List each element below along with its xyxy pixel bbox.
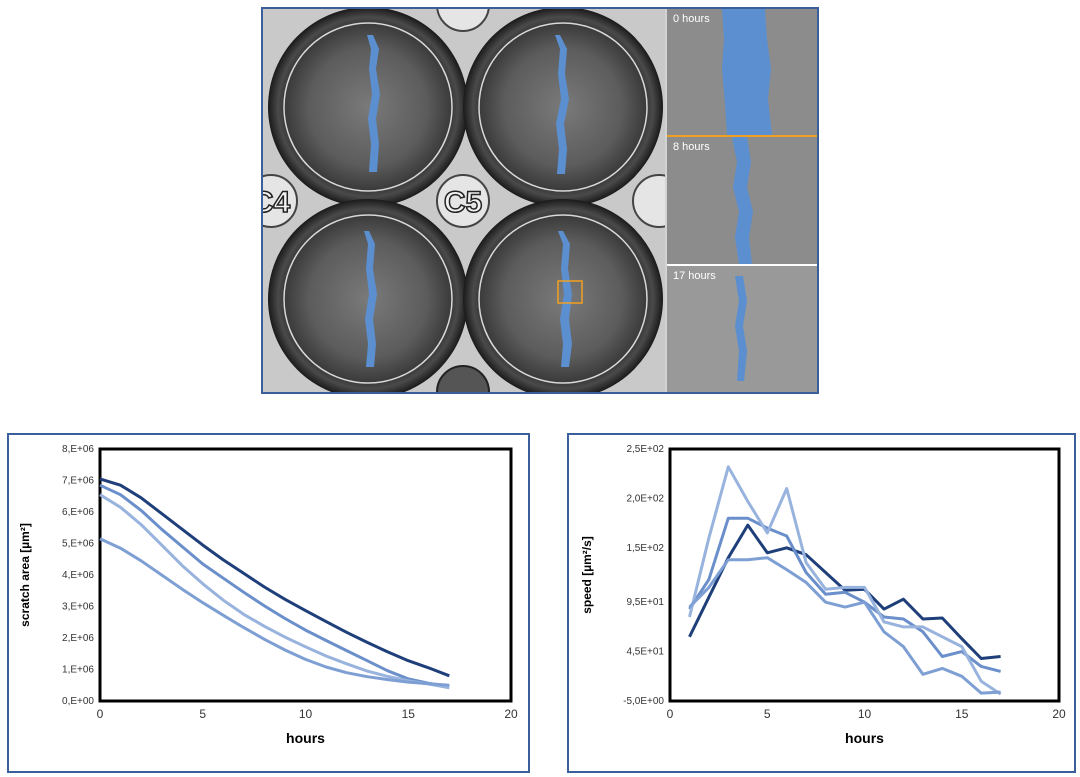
y-tick-label: 2,E+06 [62, 633, 94, 644]
panel-label: 8 hours [673, 141, 710, 153]
x-tick-label: 20 [1052, 707, 1066, 721]
panel-image [667, 137, 817, 264]
y-tick-label: 5,E+06 [62, 539, 94, 550]
well-label-bubble [436, 9, 490, 32]
panel-label: 0 hours [673, 13, 710, 25]
panel-8-hours: 8 hours [667, 137, 817, 266]
y-tick-label: 4,E+06 [62, 570, 94, 581]
scratch-region [558, 231, 572, 367]
x-tick-label: 0 [97, 707, 104, 721]
y-tick-label: 0,E+00 [62, 696, 94, 707]
well-label-bubble [632, 174, 665, 228]
y-tick-label: 1,5E+02 [626, 543, 664, 554]
x-tick-label: 5 [199, 707, 206, 721]
x-tick-label: 10 [299, 707, 313, 721]
well-plate-image: C4 C5 [263, 9, 665, 392]
x-tick-label: 15 [955, 707, 969, 721]
x-tick-label: 10 [858, 707, 872, 721]
y-tick-label: 8,E+06 [62, 444, 94, 455]
series-line-4 [688, 556, 1001, 695]
series-line-1 [688, 523, 1001, 660]
y-tick-label: 2,5E+02 [626, 444, 664, 455]
well-bottom-left [268, 199, 468, 392]
y-tick-label: 6,E+06 [62, 507, 94, 518]
panel-image [667, 266, 817, 392]
x-tick-label: 0 [667, 707, 674, 721]
well-top-right [463, 9, 663, 207]
panel-image [667, 9, 817, 135]
microscopy-figure: C4 C5 0 hours [261, 7, 819, 394]
zoom-region-marker [557, 280, 583, 304]
series-line-3 [688, 465, 1002, 696]
well-label-bubble [436, 174, 490, 228]
panel-label: 17 hours [673, 270, 716, 282]
well-label-bubble [263, 174, 298, 228]
y-tick-label: 3,E+06 [62, 602, 94, 613]
scratch-region [367, 35, 380, 172]
scratch-area-chart-svg: 0,E+00 1,E+06 2,E+06 3,E+06 4,E+06 5,E+06 6,E+… [18, 444, 518, 746]
x-axis-label: hours [286, 730, 325, 746]
y-tick-label: -5,0E+00 [623, 696, 664, 707]
y-tick-label: 9,5E+01 [626, 597, 664, 608]
speed-chart: -5,0E+00 4,5E+01 9,5E+01 1,5E+02 2,0E+02 2,5E… [567, 433, 1076, 773]
x-tick-label: 20 [504, 707, 518, 721]
well-label-c5: C5 [444, 186, 482, 219]
y-tick-label: 4,5E+01 [626, 647, 664, 658]
series-line-2 [688, 516, 1001, 673]
x-axis-label: hours [845, 730, 884, 746]
scratch-region [555, 35, 569, 174]
well-bottom-right [463, 199, 663, 392]
speed-chart-svg: -5,0E+00 4,5E+01 9,5E+01 1,5E+02 2,0E+02 2,5E… [580, 444, 1066, 746]
plot-area-frame [98, 447, 513, 703]
y-tick-label: 2,0E+02 [626, 493, 664, 504]
y-axis-label: scratch area [µm²] [18, 523, 32, 627]
y-tick-label: 1,E+06 [62, 665, 94, 676]
series-line-2 [99, 483, 450, 688]
x-tick-label: 15 [402, 707, 416, 721]
scratch-area-chart: 0,E+00 1,E+06 2,E+06 3,E+06 4,E+06 5,E+06 6,E+… [7, 433, 530, 773]
well-label-c4: C4 [263, 186, 290, 219]
series-line-1 [99, 477, 450, 678]
series-line-4 [99, 537, 450, 687]
series-line-3 [99, 493, 450, 690]
y-axis-label: speed [µm²/s] [580, 536, 594, 614]
panel-17-hours: 17 hours [667, 266, 817, 392]
scratch-region [364, 231, 377, 367]
x-tick-label: 5 [764, 707, 771, 721]
plot-area-frame [668, 447, 1061, 703]
y-tick-label: 7,E+06 [62, 476, 94, 487]
panel-0-hours: 0 hours [667, 9, 817, 137]
well-top-left [268, 9, 468, 207]
well-label-bubble [436, 365, 490, 392]
